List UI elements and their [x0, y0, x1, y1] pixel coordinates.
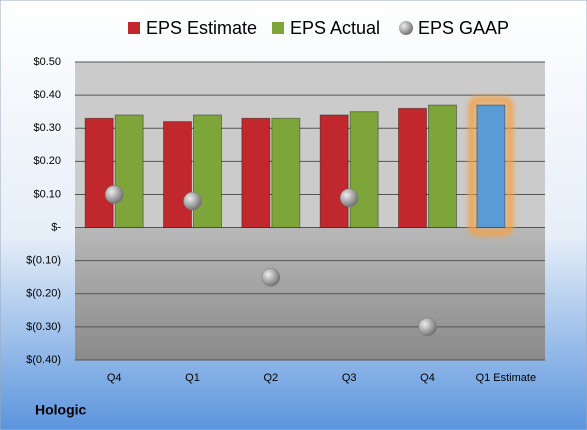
- x-tick-label: Q2: [263, 372, 278, 384]
- legend-label: EPS Actual: [290, 18, 380, 38]
- y-tick-label: $0.20: [33, 155, 61, 167]
- bar: [398, 107, 427, 229]
- gaap-marker: [183, 191, 202, 211]
- bar: [271, 117, 301, 229]
- legend-marker: [128, 22, 140, 34]
- footer: Hologic: [35, 402, 87, 418]
- y-tick-label: $0.10: [33, 188, 61, 200]
- gaap-marker: [339, 188, 359, 208]
- bar: [114, 114, 144, 229]
- gaap-marker: [104, 185, 124, 204]
- legend-marker: [272, 22, 284, 34]
- x-tick-label: Q1: [185, 372, 200, 384]
- y-tick-label: $0.30: [33, 122, 61, 134]
- gaap-marker: [261, 267, 281, 287]
- bar: [241, 117, 271, 229]
- bar: [349, 111, 379, 229]
- x-tick-label: Q4: [107, 372, 122, 384]
- x-tick-label: Q3: [342, 372, 357, 384]
- y-tick-label: $0.50: [33, 56, 61, 68]
- bar: [163, 121, 192, 229]
- x-tick-label: Q1 Estimate: [476, 372, 537, 384]
- legend-marker: [399, 21, 413, 35]
- y-tick-label: $(0.10): [26, 255, 61, 267]
- legend-label: EPS Estimate: [146, 18, 257, 38]
- x-tick-label: Q4: [420, 372, 435, 384]
- legend-label: EPS GAAP: [418, 18, 509, 38]
- highlight-glow: [468, 97, 513, 236]
- gaap-marker: [418, 317, 437, 337]
- y-tick-label: $0.40: [33, 89, 61, 101]
- bar: [476, 104, 506, 229]
- y-tick-label: $(0.30): [26, 321, 61, 333]
- bar: [319, 114, 349, 229]
- y-tick-label: $(0.40): [26, 354, 61, 366]
- y-tick-label: $(0.20): [26, 288, 61, 300]
- bar: [428, 104, 457, 229]
- bar: [193, 114, 222, 229]
- bar: [84, 117, 114, 229]
- plot-area-positive: [75, 62, 545, 228]
- y-tick-label: $-: [51, 221, 61, 233]
